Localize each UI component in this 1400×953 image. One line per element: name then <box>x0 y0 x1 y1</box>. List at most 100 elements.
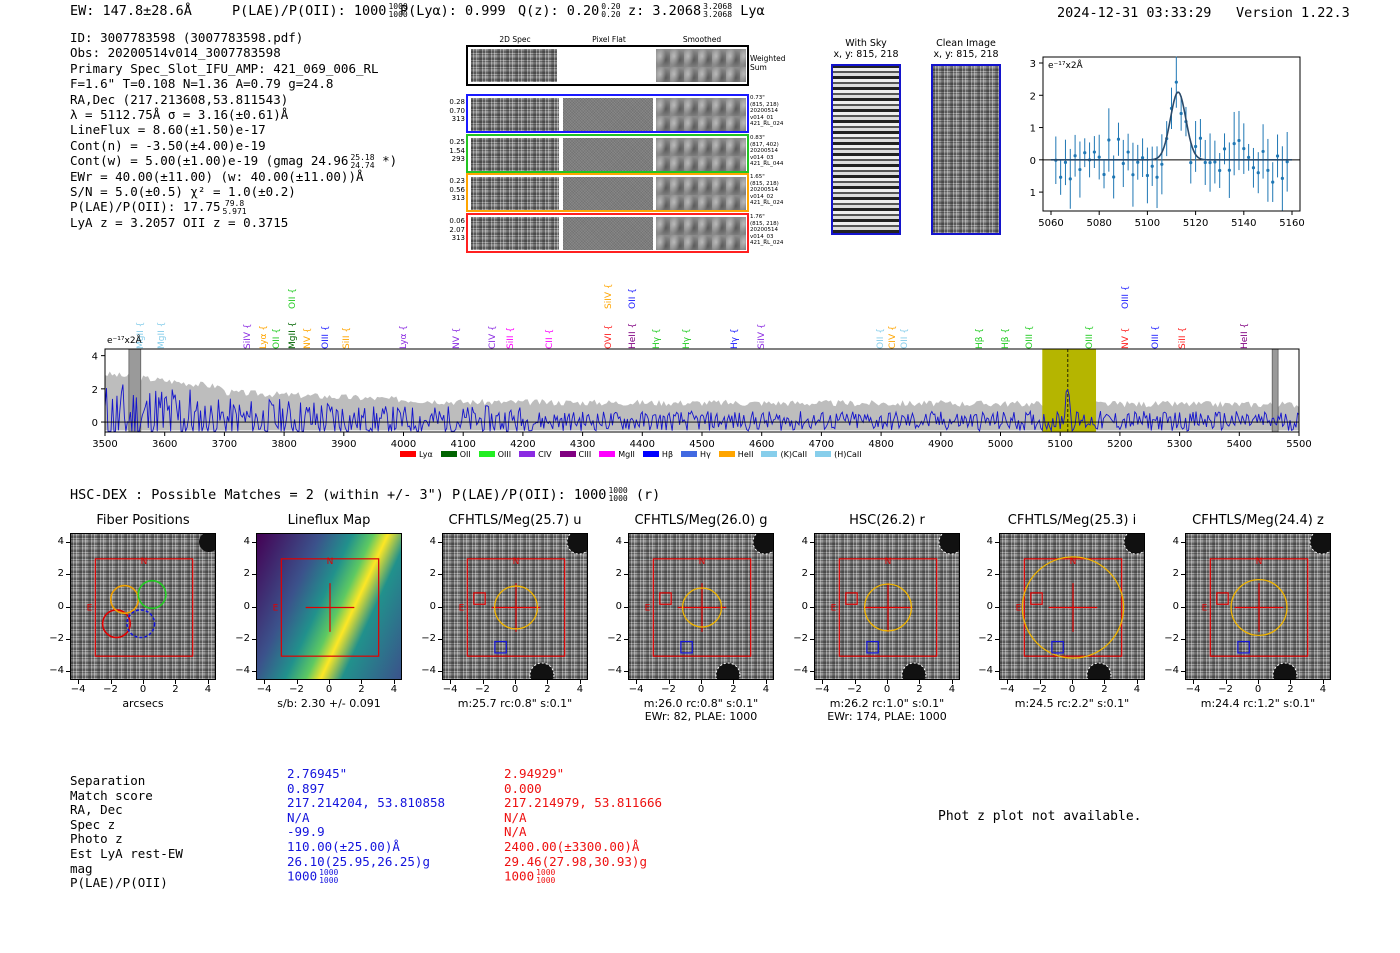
match-value: 217.214204, 53.810858 <box>287 795 446 811</box>
zoom-x-tick-label: 5100 <box>1135 218 1160 229</box>
panel-caption: arcsecs <box>122 697 164 710</box>
panel-y-tick-label: −2 <box>978 632 993 644</box>
header-z-value: z: 3.2068 <box>628 3 702 19</box>
spectrum-x-tick-label: 4200 <box>510 439 535 450</box>
panel-y-tick <box>624 606 628 608</box>
weighted-sum-frame <box>466 45 749 86</box>
zoom-data-point <box>1116 137 1121 141</box>
match-value: 2.94929" <box>504 766 565 781</box>
zoom-data-point <box>1203 160 1207 165</box>
panel-y-tick <box>438 541 442 543</box>
cutout-row-2 <box>466 134 749 173</box>
panel-x-tick <box>1258 680 1259 684</box>
zoom-line-plot: 5060 5080 5100 5120 5140 5160 3 2 1 0 −1 <box>1030 56 1305 229</box>
panel-x-tick <box>733 680 735 684</box>
zoom-data-point <box>1198 136 1203 140</box>
spectral-line-label: OII { <box>288 288 299 309</box>
cutout-row-value: 0.23 <box>449 177 465 185</box>
spectrum-x-tick-label: 4300 <box>570 439 595 450</box>
panel-y-tick <box>624 574 628 576</box>
panel-y-tick-label: −4 <box>607 665 622 677</box>
aperture-box <box>652 558 752 657</box>
zoom-data-point <box>1155 175 1159 179</box>
legend-label: MgII <box>618 449 635 459</box>
panel-x-tick-label: 4 <box>948 684 956 695</box>
north-label: N <box>1256 557 1263 567</box>
zoom-data-point <box>1097 155 1101 159</box>
zoom-x-tick-label: 5060 <box>1038 218 1063 229</box>
spectrum-y-tick-label: 4 <box>92 352 98 363</box>
panel-overlay: NE <box>1016 534 1144 679</box>
zoom-data-point <box>1092 150 1096 154</box>
panel-x-tick-label: 0 <box>883 684 891 695</box>
spectrum-x-tick-label: 5400 <box>1227 439 1252 450</box>
spectrum-x-tick-label: 4600 <box>749 439 774 450</box>
panel-x-tick-label: 0 <box>325 684 333 695</box>
cutout-row-meta-line: v014_03 <box>750 154 774 161</box>
spectrum-flux-line <box>104 384 1300 433</box>
panel-caption-2: EWr: 82, PLAE: 1000 <box>644 710 758 723</box>
info-plae-hi: 79.8 <box>224 198 245 208</box>
aperture-box <box>1209 558 1309 657</box>
info-fparams: F=1.6" T=0.108 N=1.36 A=0.79 g=24.8 <box>70 76 334 92</box>
spectrum-x-tick-label: 3700 <box>212 439 237 450</box>
panel-y-tick <box>624 638 628 640</box>
panel-x-tick-label: 2 <box>172 684 179 695</box>
cutout-row-meta-line: 20200514 <box>750 148 778 154</box>
north-label: N <box>1070 557 1077 567</box>
panel-overlay: NE <box>831 534 959 679</box>
panel-y-tick-label: −4 <box>49 665 64 677</box>
panel-y-tick-label: 0 <box>615 600 622 612</box>
cutout-2d-image <box>471 217 559 250</box>
panel-y-tick-label: 2 <box>801 568 808 580</box>
panel-y-tick-label: 4 <box>986 535 993 547</box>
panel-y-tick <box>995 574 999 576</box>
legend-swatch <box>440 451 457 457</box>
spectral-line-label: OII { <box>628 288 639 309</box>
cutout-row-value: 2.07 <box>449 225 465 234</box>
panel-y-tick <box>995 541 999 543</box>
panel-x-tick <box>143 680 144 684</box>
legend-item: HeII <box>718 450 753 459</box>
cutout-row-meta-line: v014_03 <box>750 233 774 240</box>
east-label: E <box>87 604 93 614</box>
header-plae: P(LAE)/P(OII): 1000 1000 1000 <box>232 3 408 20</box>
panel-x-tick-label: −4 <box>999 684 1015 695</box>
cutout-row-value: 313 <box>451 115 465 123</box>
panel-x-tick-label: 4 <box>1319 684 1327 695</box>
cutout-row-meta-line: v014_01 <box>750 114 774 121</box>
spectrum-y-tick-label: 0 <box>92 418 98 429</box>
panel-y-tick <box>810 541 814 543</box>
cutout-row-value: 0.06 <box>449 217 465 225</box>
cutout-row-meta-line: 20200514 <box>750 187 778 193</box>
match-marker-blue <box>866 640 879 654</box>
info-plae: P(LAE)/P(OII): 17.75 79.8 5.971 <box>70 198 397 215</box>
bright-star <box>1272 662 1298 679</box>
cutout-row-value: 0.70 <box>449 106 465 115</box>
zoom-data-point <box>1107 138 1111 142</box>
panel-y-tick-label: 0 <box>243 600 250 612</box>
panel-x-tick <box>264 680 266 684</box>
zoom-data-point <box>1121 161 1125 166</box>
match-marker-red <box>1030 592 1043 605</box>
panel-x-tick <box>393 680 395 684</box>
info-lambda: λ = 5112.75Å σ = 3.16(±0.61)Å <box>70 106 289 122</box>
panel-x-tick-label: 4 <box>762 684 770 695</box>
panel-y-tick <box>995 671 999 673</box>
cutout-row-1 <box>466 94 749 133</box>
source-ellipse <box>681 587 723 628</box>
cutout-row-meta-line: (815, 218) <box>750 101 779 108</box>
panel-x-tick <box>919 680 921 684</box>
zoom-data-point <box>1251 166 1256 170</box>
cutout-row-values: 0.23 0.56 313 <box>445 177 465 203</box>
panel-x-tick <box>175 680 177 684</box>
panel-x-tick <box>547 680 549 684</box>
zoom-y-tick-label: 1 <box>1030 124 1036 135</box>
cutout-row-value: 1.54 <box>449 146 465 155</box>
panel-x-tick <box>515 680 516 684</box>
cutout-row-value: 313 <box>451 194 465 202</box>
zoom-data-point <box>1242 147 1246 151</box>
cutout-row-value: 0.56 <box>449 185 465 194</box>
spectrum-x-tick-label: 4900 <box>928 439 953 450</box>
